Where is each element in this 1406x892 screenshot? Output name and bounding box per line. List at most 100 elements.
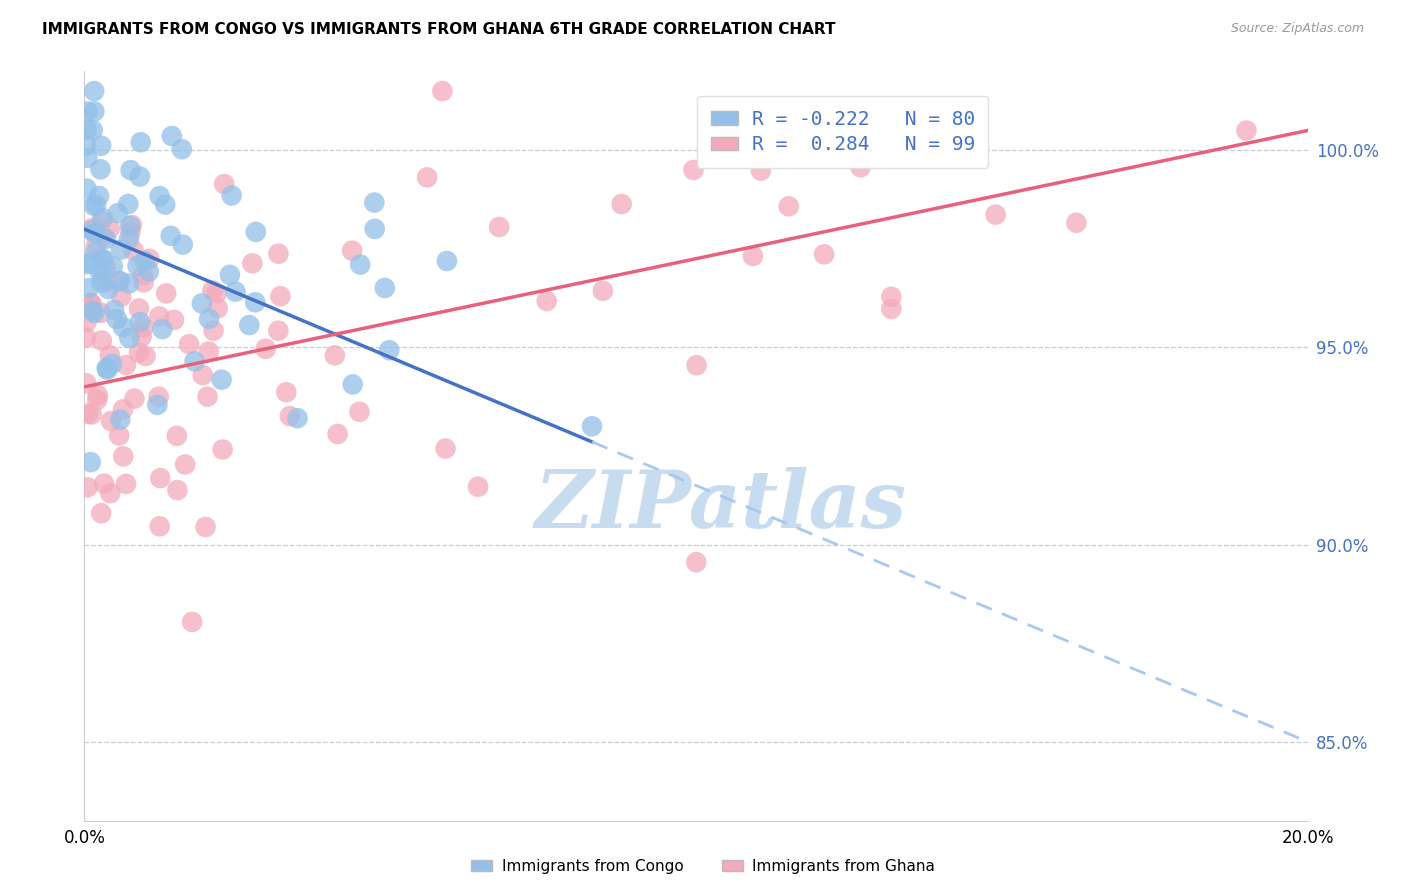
Point <box>374 281 396 295</box>
Point <box>148 390 170 404</box>
Point <box>76 315 98 329</box>
Point <box>89 265 111 279</box>
Point <box>108 274 131 288</box>
Point <box>149 189 172 203</box>
Point <box>108 428 131 442</box>
Point <box>110 290 132 304</box>
Point <box>183 354 205 368</box>
Point <box>212 177 235 191</box>
Point <box>467 480 489 494</box>
Point <box>82 123 104 137</box>
Point <box>84 245 107 260</box>
Point <box>197 344 219 359</box>
Point <box>79 256 101 270</box>
Point <box>201 284 224 298</box>
Point <box>685 555 707 569</box>
Point <box>150 322 173 336</box>
Point <box>267 246 290 260</box>
Point <box>132 268 155 283</box>
Point <box>218 268 240 282</box>
Point <box>83 199 105 213</box>
Point <box>79 295 101 310</box>
Point <box>342 377 364 392</box>
Point <box>1236 123 1258 137</box>
Point <box>90 306 112 320</box>
Point <box>89 162 111 177</box>
Point <box>742 249 765 263</box>
Point <box>1066 216 1088 230</box>
Point <box>138 252 160 266</box>
Point <box>76 122 98 136</box>
Point <box>225 285 247 299</box>
Point <box>91 252 114 266</box>
Point <box>80 297 103 311</box>
Point <box>718 121 741 136</box>
Point <box>221 188 243 202</box>
Point <box>76 104 98 119</box>
Point <box>128 345 150 359</box>
Point <box>76 151 98 165</box>
Point <box>112 320 135 334</box>
Point <box>287 411 309 425</box>
Point <box>163 313 186 327</box>
Point <box>105 312 128 326</box>
Point <box>93 252 115 267</box>
Text: IMMIGRANTS FROM CONGO VS IMMIGRANTS FROM GHANA 6TH GRADE CORRELATION CHART: IMMIGRANTS FROM CONGO VS IMMIGRANTS FROM… <box>42 22 835 37</box>
Point <box>124 392 146 406</box>
Point <box>135 349 157 363</box>
Point <box>87 189 110 203</box>
Point <box>132 276 155 290</box>
Point <box>75 376 97 391</box>
Point <box>108 274 131 288</box>
Point <box>685 358 707 372</box>
Point <box>166 483 188 497</box>
Point <box>132 320 155 334</box>
Point <box>117 197 139 211</box>
Point <box>129 315 152 329</box>
Point <box>191 296 214 310</box>
Point <box>96 362 118 376</box>
Point <box>120 219 142 233</box>
Point <box>148 310 170 324</box>
Point <box>121 218 143 232</box>
Point <box>166 429 188 443</box>
Point <box>191 368 214 382</box>
Point <box>146 398 169 412</box>
Point <box>432 84 454 98</box>
Point <box>107 206 129 220</box>
Point <box>179 337 201 351</box>
Point <box>84 226 107 240</box>
Point <box>93 476 115 491</box>
Point <box>115 476 138 491</box>
Point <box>77 281 100 295</box>
Point <box>378 343 401 358</box>
Point <box>100 414 122 428</box>
Point <box>197 390 219 404</box>
Point <box>181 615 204 629</box>
Point <box>120 163 142 178</box>
Point <box>778 199 800 213</box>
Point <box>80 221 103 235</box>
Point <box>79 295 101 310</box>
Point <box>82 303 104 318</box>
Point <box>488 219 510 234</box>
Point <box>245 225 267 239</box>
Point <box>110 412 132 426</box>
Point <box>278 409 301 423</box>
Legend: R = -0.222   N = 80, R =  0.284   N = 99: R = -0.222 N = 80, R = 0.284 N = 99 <box>697 96 988 168</box>
Point <box>149 519 172 533</box>
Point <box>83 84 105 98</box>
Point <box>96 275 118 289</box>
Point <box>118 277 141 291</box>
Point <box>128 301 150 316</box>
Point <box>984 208 1007 222</box>
Point <box>103 303 125 318</box>
Point <box>207 301 229 316</box>
Point <box>364 222 387 236</box>
Point <box>101 260 124 274</box>
Point <box>83 104 105 119</box>
Point <box>323 348 346 362</box>
Point <box>90 506 112 520</box>
Point <box>76 407 98 421</box>
Point <box>101 357 124 371</box>
